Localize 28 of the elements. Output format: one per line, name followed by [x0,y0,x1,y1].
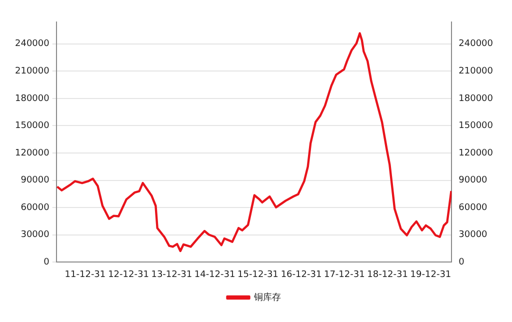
x-tick-label: 13-12-31 [151,270,192,280]
y-tick-label: 150000 [14,121,50,132]
y2-tick-label: 120000 [458,148,494,158]
x-tick-label: 11-12-31 [64,270,106,280]
y-tick-label: 180000 [14,94,50,104]
y2-tick-label: 180000 [458,94,494,104]
y2-tick-label: 210000 [458,66,494,76]
y2-tick-label: 30000 [458,230,488,240]
y-tick-label: 120000 [14,148,50,158]
y2-tick-label: 90000 [458,176,488,186]
y-tick-label: 60000 [20,202,50,213]
y-tick-label: 240000 [14,39,50,50]
x-tick-label: 18-12-31 [367,270,408,280]
y-tick-label: 0 [44,258,50,268]
y2-tick-label: 0 [458,258,465,268]
y-tick-label: 90000 [20,176,50,186]
y2-tick-label: 150000 [458,121,494,132]
x-tick-label: 14-12-31 [194,270,236,280]
y-tick-label: 210000 [14,66,50,76]
x-tick-label: 17-12-31 [324,270,365,280]
y2-tick-label: 60000 [458,202,488,213]
x-tick-label: 16-12-31 [280,270,322,280]
x-tick-label: 19-12-31 [410,270,452,280]
y2-tick-label: 240000 [458,39,494,50]
x-tick-label: 15-12-31 [238,270,278,280]
y-tick-label: 30000 [20,230,50,240]
legend-label: 铜库存 [252,292,281,303]
x-tick-label: 12-12-31 [108,270,149,280]
